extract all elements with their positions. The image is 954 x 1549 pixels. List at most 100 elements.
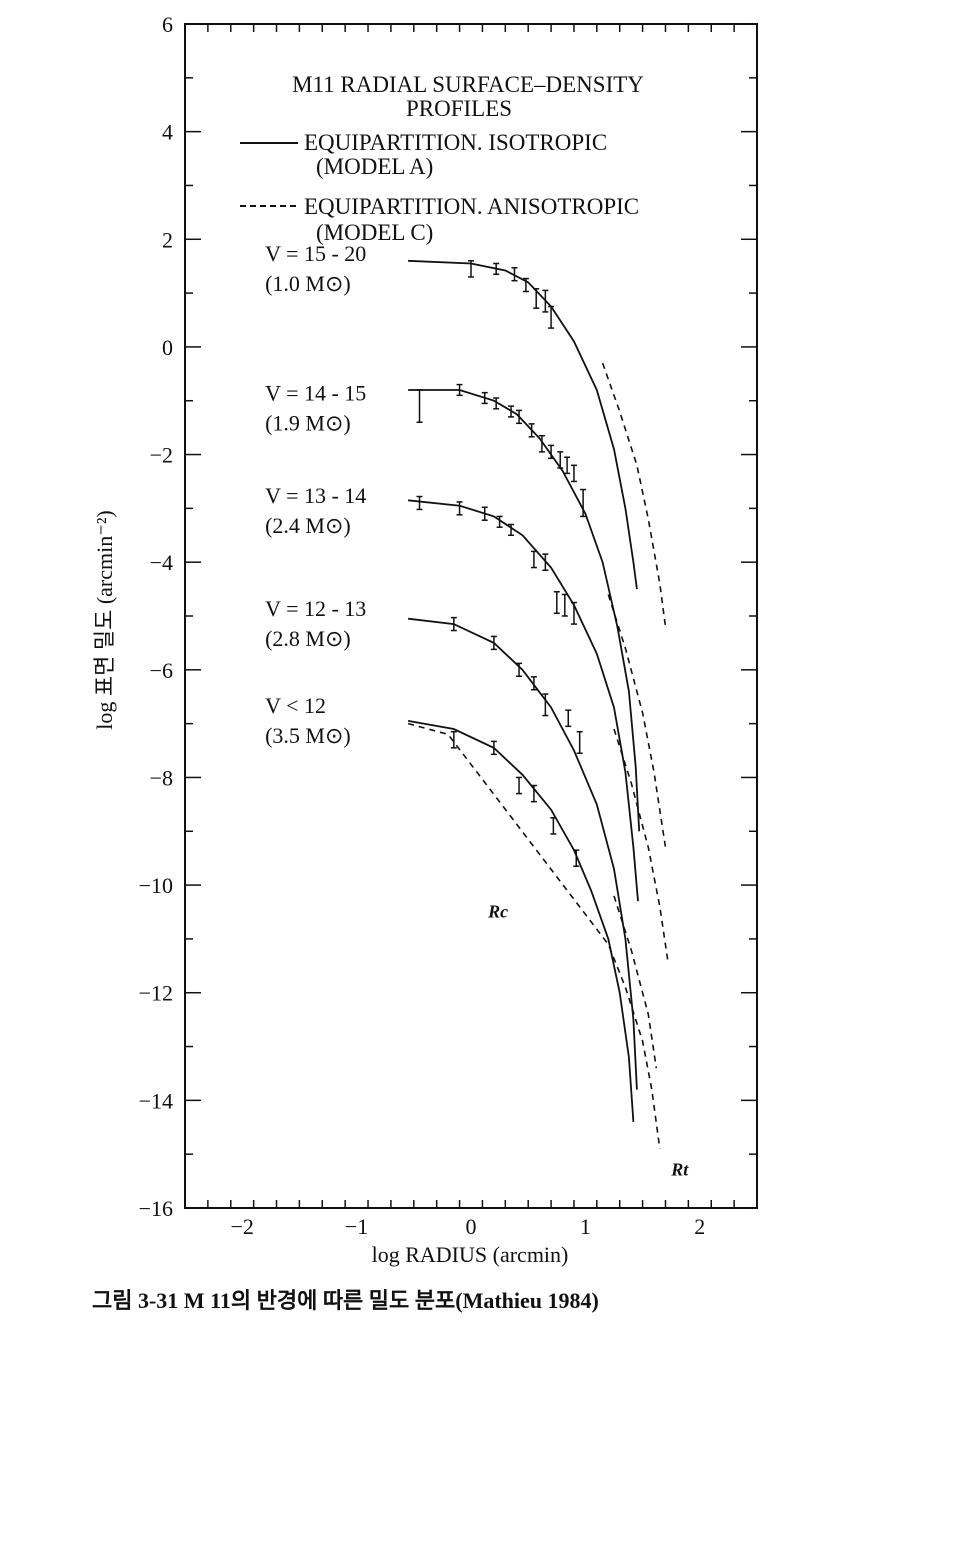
data-point-errorbar <box>511 267 518 282</box>
data-point-errorbar <box>542 693 549 717</box>
data-point-errorbar <box>570 601 577 625</box>
model-a-curve <box>407 720 635 1122</box>
data-point-errorbar <box>508 405 515 418</box>
annotation-layer: Rc Rt <box>487 901 689 1179</box>
y-tick-label: −4 <box>150 550 173 575</box>
data-point-errorbar <box>542 289 549 313</box>
data-point-errorbar <box>450 730 457 749</box>
series-label-line-2: (1.0 M⊙) <box>265 271 351 296</box>
x-tick-label: 2 <box>694 1214 705 1239</box>
data-point-errorbar <box>490 635 497 651</box>
model-a-curve <box>408 499 639 902</box>
y-axis-label: log 표면 밀도 (arcmin⁻²) <box>92 510 117 730</box>
data-point-errorbar <box>450 616 457 632</box>
x-tick-label: 1 <box>580 1214 591 1239</box>
data-point-errorbar <box>561 593 568 617</box>
legend-dashed-label-2: (MODEL C) <box>316 220 433 245</box>
y-tick-label: −6 <box>150 658 173 683</box>
data-point-errorbar <box>416 389 423 424</box>
legend-solid-label-2: (MODEL A) <box>316 154 433 179</box>
data-point-errorbar <box>565 709 572 728</box>
y-tick-label: 4 <box>162 120 173 145</box>
data-point-errorbar <box>490 740 497 756</box>
model-c-curve <box>607 594 667 848</box>
data-point-errorbar <box>576 730 583 754</box>
y-tick-label: −8 <box>150 765 173 790</box>
series-label-line-2: (3.5 M⊙) <box>265 723 351 748</box>
annotation-label: Rt <box>670 1160 689 1180</box>
data-point-errorbar <box>542 553 549 572</box>
annotation-label: Rc <box>487 901 508 921</box>
x-tick-label: −2 <box>230 1214 253 1239</box>
model-c-curve <box>601 362 667 627</box>
series-2: V = 14 - 15 (1.9 M⊙) <box>265 381 667 848</box>
series-5: V < 12 (3.5 M⊙) <box>265 693 661 1149</box>
series-label-line-1: V = 13 - 14 <box>265 483 366 508</box>
model-a-curve <box>407 617 638 1090</box>
series-1: V = 15 - 20 (1.0 M⊙) <box>265 241 667 627</box>
series-label-line-1: V = 12 - 13 <box>265 596 366 621</box>
series-label-line-1: V = 15 - 20 <box>265 241 366 266</box>
data-point-errorbar <box>550 817 557 835</box>
series-layer: V = 15 - 20(1.0 M⊙)V = 14 - 15(1.9 M⊙)V … <box>265 241 669 1149</box>
y-tick-label: 2 <box>162 227 173 252</box>
series-label-line-2: (2.8 M⊙) <box>265 626 351 651</box>
series-4: V = 12 - 13 (2.8 M⊙) <box>265 596 658 1090</box>
series-label-line-1: V < 12 <box>265 693 326 718</box>
data-point-errorbar <box>553 591 560 615</box>
data-point-errorbar <box>548 444 555 460</box>
legend-dashed-label-1: EQUIPARTITION. ANISOTROPIC <box>304 194 639 219</box>
series-3: V = 13 - 14 (2.4 M⊙) <box>265 483 669 961</box>
y-tick-label: −10 <box>139 873 173 898</box>
data-point-errorbar <box>530 784 537 803</box>
x-tick-label: −1 <box>345 1214 368 1239</box>
data-point-errorbar <box>468 260 474 278</box>
data-point-errorbar <box>481 391 488 405</box>
data-point-errorbar <box>456 501 463 516</box>
data-point-errorbar <box>493 262 500 276</box>
y-tick-label: −14 <box>139 1088 173 1113</box>
axis-ticks <box>184 23 758 1209</box>
data-point-errorbar <box>508 523 515 537</box>
figure-caption: 그림 3-31 M 11의 반경에 따른 밀도 분포(Mathieu 1984) <box>92 1288 599 1313</box>
data-point-errorbar <box>516 776 523 795</box>
x-tick-label: 0 <box>466 1214 477 1239</box>
data-point-errorbar <box>528 423 535 438</box>
data-point-errorbar <box>570 464 577 483</box>
series-label-line-1: V = 14 - 15 <box>265 381 366 406</box>
y-tick-label: −16 <box>139 1196 173 1221</box>
data-point-errorbar <box>493 397 500 410</box>
data-point-errorbar <box>573 849 580 868</box>
y-tick-label: −12 <box>139 981 173 1006</box>
chart-title-line-1: M11 RADIAL SURFACE–DENSITY <box>292 72 644 97</box>
model-a-curve <box>408 259 638 590</box>
data-point-errorbar <box>564 456 571 475</box>
legend-solid-label-1: EQUIPARTITION. ISOTROPIC <box>304 130 607 155</box>
model-c-curve <box>613 895 658 1069</box>
y-tick-label: −2 <box>150 443 173 468</box>
data-point-errorbar <box>496 515 503 528</box>
data-point-errorbar <box>516 409 523 425</box>
data-point-errorbar <box>533 288 540 309</box>
data-point-errorbar <box>548 305 555 329</box>
y-tick-label: 6 <box>162 12 173 37</box>
x-axis-label: log RADIUS (arcmin) <box>372 1242 569 1267</box>
data-point-errorbar <box>522 277 529 293</box>
chart-title-line-2: PROFILES <box>406 96 512 121</box>
model-a-curve <box>408 389 641 832</box>
data-point-errorbar <box>580 488 587 518</box>
data-point-errorbar <box>538 434 545 453</box>
data-point-errorbar <box>530 676 537 691</box>
data-point-errorbar <box>416 495 423 511</box>
data-point-errorbar <box>557 451 564 469</box>
data-point-errorbar <box>481 506 488 521</box>
y-tick-label: 0 <box>162 335 173 360</box>
model-c-curve <box>613 728 669 961</box>
data-point-errorbar <box>530 550 537 569</box>
series-label-line-2: (2.4 M⊙) <box>265 513 351 538</box>
data-point-errorbar <box>456 383 463 397</box>
series-label-line-2: (1.9 M⊙) <box>265 411 351 436</box>
data-point-errorbar <box>516 662 523 678</box>
